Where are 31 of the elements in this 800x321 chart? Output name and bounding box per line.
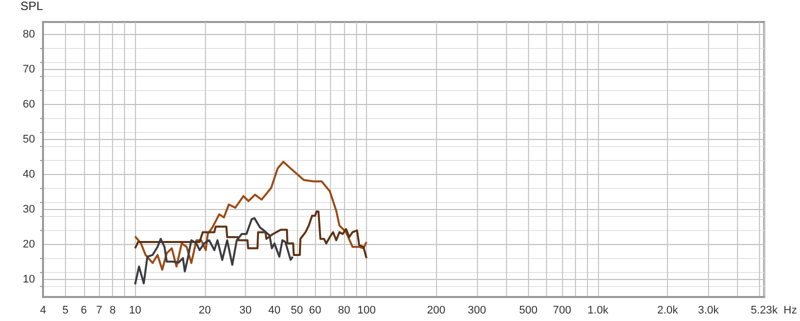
y-tick-label: 60 xyxy=(22,98,35,110)
x-tick-label: 7 xyxy=(96,304,102,316)
x-tick-label: 100 xyxy=(357,304,376,316)
x-tick-label: 5 xyxy=(62,304,68,316)
x-tick-label: 20 xyxy=(198,304,211,316)
y-tick-label: 40 xyxy=(22,168,35,180)
x-axis-title: Hz xyxy=(784,304,798,316)
x-tick-label: 4 xyxy=(40,304,46,316)
x-tick-label: 10 xyxy=(128,304,142,316)
x-tick-label: 40 xyxy=(268,304,281,316)
x-tick-label: 50 xyxy=(290,304,303,316)
x-tick-label: 200 xyxy=(426,304,446,316)
x-tick-label: 700 xyxy=(552,304,572,316)
x-tick-label: 5.23k xyxy=(750,304,778,316)
x-tick-label: 2.0k xyxy=(657,304,678,316)
x-tick-label: 80 xyxy=(338,304,350,316)
x-tick-label: 6 xyxy=(80,304,87,316)
x-tick-label: 60 xyxy=(309,304,322,316)
x-tick-label: 1.0k xyxy=(588,304,609,316)
x-tick-label: 500 xyxy=(519,304,538,316)
y-tick-label: 50 xyxy=(22,133,35,146)
y-tick-label: 30 xyxy=(22,203,35,216)
y-tick-label: 80 xyxy=(22,28,35,40)
x-tick-label: 300 xyxy=(468,304,486,316)
y-tick-label: 70 xyxy=(22,63,35,76)
y-axis-title: SPL xyxy=(20,0,44,13)
x-tick-label: 3.0k xyxy=(698,304,720,316)
y-tick-label: 20 xyxy=(22,238,35,250)
x-tick-label: 8 xyxy=(110,304,116,316)
x-tick-label: 30 xyxy=(239,304,252,316)
y-tick-label: 10 xyxy=(22,273,35,286)
